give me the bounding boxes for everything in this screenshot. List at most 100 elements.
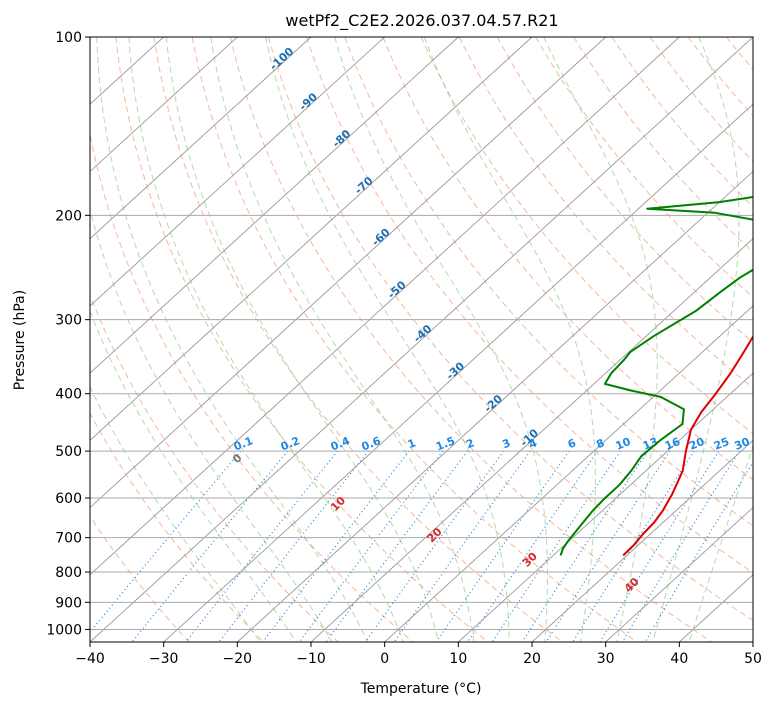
isotherm-line [90,37,459,374]
mixing-ratio-line [435,450,570,642]
mixing-ratio-label: 25 [712,435,731,453]
temperature-profile-line [622,334,753,557]
dry-adiabat-line [496,37,753,344]
moist-adiabat-line [652,37,740,642]
isotherm-label: -20 [482,392,506,415]
isotherm-label: -60 [369,226,393,249]
y-tick-label: 100 [55,30,82,46]
y-tick-label: 400 [55,387,82,403]
mixing-ratio-line [364,450,505,642]
dry-adiabat-line [687,37,753,117]
dry-adiabat-line [420,37,753,434]
isotherm-line [90,37,312,240]
mixing-ratio-line [467,450,599,642]
isotherm-label: -70 [352,174,376,197]
isotherm-label: -90 [297,90,321,113]
dry-adiabat-line [115,37,488,642]
moist-adiabat-line [165,37,439,642]
y-axis-title: Pressure (hPa) [12,290,28,390]
mixing-ratio-line [131,450,289,642]
dry-adiabat-line [649,37,753,163]
dry-adiabat-label: 40 [622,575,642,595]
moist-adiabat-line [334,37,548,642]
moist-adiabat-line [423,37,596,642]
isotherm-line [163,103,753,642]
y-tick-label: 500 [55,444,82,460]
x-tick-label: 50 [744,651,762,667]
y-tick-label: 600 [55,491,82,507]
y-tick-label: 200 [55,208,82,224]
dry-adiabat-line [306,37,753,574]
dry-adiabat-line [765,37,775,642]
dry-adiabat-line [191,37,638,642]
dry-adiabat-label: 0 [230,451,245,466]
mixing-ratio-label: 30 [732,435,751,453]
moist-adiabat-line [90,385,261,642]
moist-adiabat-line [90,207,333,642]
y-tick-label: 700 [55,531,82,547]
dewpoint-profile-line [559,196,753,556]
isotherm-line [90,37,606,509]
dry-adiabat-line [229,37,712,642]
axes-layer: −40 −30 −20 −10 0 10 20 30 40 5010020030040050060… [46,30,762,667]
x-axis-title: Temperature (°C) [360,681,482,697]
moist-adiabat-line [265,37,510,642]
moist-adiabat-line [96,37,369,642]
mixing-ratio-label: 10 [614,435,633,453]
mixing-ratio-line [644,461,753,642]
isotherm-line [90,37,753,642]
isotherm-label: -30 [444,359,468,382]
dry-adiabat-line [268,37,753,622]
isotherm-line [90,37,385,307]
dry-adiabat-line [382,37,753,481]
mixing-ratio-label: 16 [663,435,682,453]
mixing-ratio-label: 6 [566,436,578,451]
mixing-ratio-line [621,450,740,642]
mixing-ratio-label: 8 [594,436,606,451]
dry-adiabat-line [90,293,339,642]
dry-adiabat-line [344,37,753,527]
x-tick-label: 0 [380,651,389,667]
x-tick-label: −20 [223,651,253,667]
isotherm-line [384,305,753,642]
mixing-ratio-line [218,450,369,642]
mixing-ratio-label: 3 [500,436,512,451]
x-tick-label: 20 [523,651,541,667]
isotherm-line [752,641,753,642]
mixing-ratio-line [90,450,242,634]
moist-adiabat-line [543,37,658,642]
y-tick-label: 300 [55,313,82,329]
mixing-ratio-label: 13 [641,435,660,453]
mixing-ratio-line [572,450,695,642]
isotherm-line [90,37,238,173]
isotherm-line [90,37,680,576]
moist-adiabat-line [128,37,404,642]
dry-adiabat-line [90,412,264,642]
isotherm-label: -80 [330,127,354,150]
mixing-ratio-line [325,450,468,642]
mixing-ratio-line [262,450,410,642]
dry-adiabat-line [535,37,753,298]
series-layer [559,196,753,557]
mixing-ratio-label: 1 [406,436,418,451]
isotherm-line [531,439,753,642]
y-tick-label: 900 [55,595,82,611]
y-tick-label: 800 [55,565,82,581]
dry-adiabat-label: 10 [328,494,348,514]
y-tick-label: 1000 [46,622,82,638]
chart-title: wetPf2_C2E2.2026.037.04.57.R21 [285,11,558,31]
isotherm-label: -50 [385,278,409,301]
isotherm-label: -40 [411,322,435,345]
isotherm-line [237,170,753,642]
plot-frame [89,36,754,643]
mixing-ratio-label: 20 [687,435,706,453]
isotherm-line [90,37,533,441]
dry-adiabat-line [153,37,563,642]
background-lines [90,37,775,642]
mixing-ratio-line [491,450,621,642]
isotherm-line [605,506,753,642]
moist-adiabat-line [210,37,475,642]
x-tick-label: −30 [149,651,179,667]
x-tick-label: 40 [670,651,688,667]
